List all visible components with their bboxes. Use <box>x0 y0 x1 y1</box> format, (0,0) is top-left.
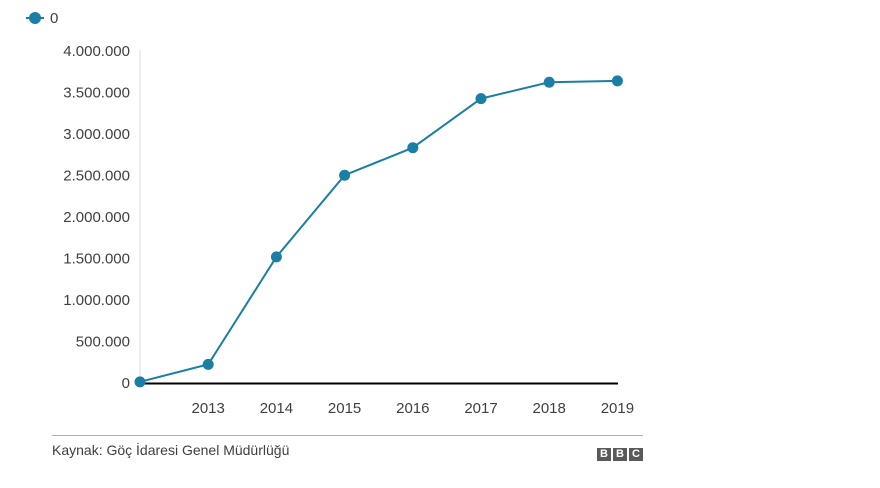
y-tick-label: 500.000 <box>76 334 130 351</box>
source-note: Kaynak: Göç İdaresi Genel Müdürlüğü <box>52 442 290 458</box>
data-point <box>543 76 555 88</box>
x-axis-ticks: 2013 2014 2015 2016 2017 2018 2019 <box>192 400 635 417</box>
x-tick-label: 2013 <box>192 400 225 417</box>
line-chart: 0 0 500.000 1.000.000 1.500.000 2.000.000 2.5… <box>26 10 635 417</box>
data-point <box>475 93 487 105</box>
data-point <box>407 142 419 154</box>
y-tick-label: 2.500.000 <box>63 168 130 185</box>
x-tick-label: 2015 <box>328 400 361 417</box>
bbc-logo: B B C <box>597 448 643 461</box>
data-point <box>202 358 214 370</box>
y-tick-label: 2.000.000 <box>63 209 130 226</box>
data-point <box>611 75 623 87</box>
series-points <box>134 75 623 388</box>
y-tick-label: 4.000.000 <box>63 43 130 60</box>
x-tick-label: 2014 <box>260 400 293 417</box>
data-point <box>134 376 146 388</box>
bbc-logo-letter: B <box>613 448 627 461</box>
chart-footer: Kaynak: Göç İdaresi Genel Müdürlüğü B B … <box>52 435 643 466</box>
y-tick-label: 3.500.000 <box>63 85 130 102</box>
data-point <box>339 169 351 181</box>
y-tick-label: 3.000.000 <box>63 126 130 143</box>
series-line <box>139 79 618 383</box>
y-axis-ticks: 0 500.000 1.000.000 1.500.000 2.000.000 2.500… <box>63 43 130 392</box>
y-tick-label: 1.000.000 <box>63 292 130 309</box>
data-point <box>270 251 282 263</box>
y-tick-label: 1.500.000 <box>63 251 130 268</box>
legend-label: 0 <box>50 10 58 27</box>
x-tick-label: 2019 <box>601 400 634 417</box>
x-tick-label: 2018 <box>533 400 566 417</box>
x-tick-label: 2016 <box>396 400 429 417</box>
bbc-logo-letter: B <box>597 448 611 461</box>
legend-marker <box>29 12 41 24</box>
y-tick-label: 0 <box>122 375 130 392</box>
bbc-logo-letter: C <box>629 448 643 461</box>
legend: 0 <box>26 10 58 27</box>
x-tick-label: 2017 <box>464 400 497 417</box>
